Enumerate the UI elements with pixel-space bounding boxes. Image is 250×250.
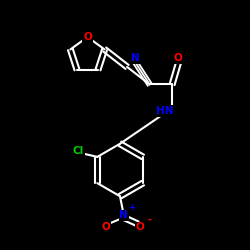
Text: O: O [174,53,183,63]
Text: N: N [120,210,128,220]
Text: -: - [148,214,152,224]
Text: N: N [132,53,140,63]
Text: HN: HN [156,106,173,116]
Text: O: O [136,222,144,232]
Text: O: O [102,222,110,232]
Text: Cl: Cl [73,146,84,156]
Text: O: O [83,32,92,42]
Text: +: + [128,202,135,211]
